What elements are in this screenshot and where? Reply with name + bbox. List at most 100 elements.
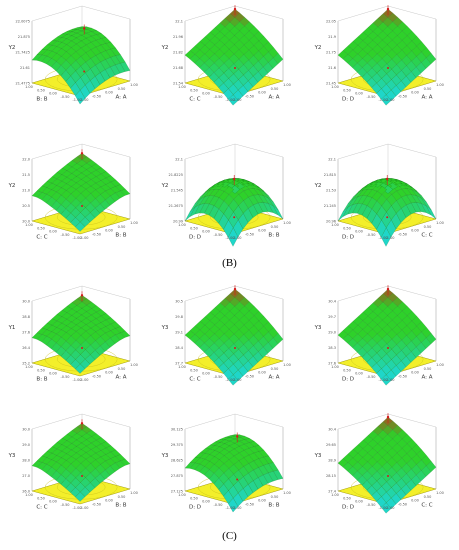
z-tick-label: 20.5 <box>22 204 30 208</box>
y-axis-label: C: C <box>421 503 432 509</box>
y-tick-label: -1.00 <box>79 236 88 240</box>
z-tick-label: 21.45 <box>326 82 336 86</box>
optimum-point <box>236 435 239 438</box>
y-axis-label: A: A <box>115 375 126 381</box>
y-tick-label: 1.00 <box>283 221 291 225</box>
z-tick-label: 30.125 <box>171 428 183 432</box>
surface-plot-4-svg: 22.021.521.020.520.0-1.00-1.00-0.50 -0.50… <box>8 143 138 241</box>
x-tick-label: 0.50 <box>190 226 198 230</box>
z-tick-label: 28.9 <box>328 459 336 463</box>
surface-cell <box>337 50 348 60</box>
optimum-point <box>80 152 84 155</box>
y-tick-label: 0.50 <box>118 225 126 229</box>
z-tick-label: 20.96 <box>326 220 336 224</box>
surface-plot-10-svg: 30.029.028.027.026.0-1.00-1.00-0.50 -0.50… <box>8 413 138 511</box>
surface-cell <box>337 330 348 340</box>
z-tick-label: 21.7425 <box>16 51 30 55</box>
z-tick-label: 30.0 <box>22 428 30 432</box>
y-tick-label: 0.00 <box>258 91 266 95</box>
y-tick-label: -0.50 <box>398 94 407 98</box>
y-tick-label: 0.50 <box>424 87 432 91</box>
x-tick-label: 0.00 <box>49 92 57 96</box>
z-tick-label: 30.0 <box>22 300 30 304</box>
x-axis-label: C: C <box>36 235 47 241</box>
surface-cell <box>184 462 196 469</box>
y-tick-label: 1.00 <box>130 83 138 87</box>
y-axis-label: B: B <box>268 503 279 509</box>
x-axis-label: D: D <box>342 505 354 511</box>
z-tick-label: 21.53 <box>326 189 336 193</box>
surface-plot-2-svg: 22.121.9621.8221.6821.54-1.00-1.00-0.50-… <box>161 5 291 106</box>
x-tick-label: 1.00 <box>25 493 33 497</box>
z-tick-label: 28.4 <box>175 346 184 350</box>
y-tick-label: 1.00 <box>130 363 138 367</box>
top-frame <box>184 143 284 160</box>
optimum-base-point <box>234 67 236 69</box>
x-tick-label: -1.00 <box>378 378 387 382</box>
y-tick-label: -1.00 <box>79 506 88 510</box>
surface-plot-9: 30.4 29.7 29.0 28.3 27.6 -1.00 -1.00 -0.50 -0.50… <box>306 280 459 390</box>
z-tick-label: 29.0 <box>22 443 30 447</box>
y-tick-label: -1.00 <box>232 98 241 102</box>
y-tick-label: 1.00 <box>283 363 291 367</box>
z-tick-label: 29.65 <box>326 443 336 447</box>
x-tick-label: 1.00 <box>178 223 186 227</box>
optimum-point <box>233 177 236 181</box>
z-tick-label: 21.245 <box>324 204 336 208</box>
x-tick-label: 0.00 <box>49 372 57 376</box>
surface-cell <box>31 54 43 61</box>
z-tick-label: 21.545 <box>171 189 183 193</box>
z-tick-label: 27.6 <box>328 362 336 366</box>
x-tick-label: 0.50 <box>190 88 198 92</box>
y-tick-label: -0.50 <box>92 94 101 98</box>
z-axis-label: Y2 <box>8 183 16 189</box>
surface-plot-9-svg: 30.429.729.028.327.6-1.00-1.00-0.50 -0.50… <box>314 285 444 386</box>
optimum-base-point <box>386 216 389 219</box>
z-tick-label: 30.4 <box>328 428 337 432</box>
y-tick-label: 1.00 <box>283 83 291 87</box>
y-tick-label: 0.50 <box>118 367 126 371</box>
z-tick-label: 22.05 <box>326 20 336 24</box>
y-axis-label: B: B <box>268 233 279 239</box>
x-axis-label: D: D <box>189 505 201 511</box>
z-tick-label: 28.8 <box>22 315 30 319</box>
surface-plot-3: 22.05 21.9 21.75 21.6 21.45 -1.00 -1.00 -0.50 -0… <box>306 0 459 110</box>
x-tick-label: -0.50 <box>213 375 222 379</box>
optimum-base-point <box>81 475 83 477</box>
y-tick-label: -1.00 <box>232 378 241 382</box>
y-tick-label: 0.00 <box>105 371 113 375</box>
x-tick-label: 0.50 <box>37 496 45 500</box>
z-tick-label: 21.5 <box>22 173 30 177</box>
x-tick-label: -1.00 <box>225 236 234 240</box>
x-tick-label: -1.00 <box>378 506 387 510</box>
z-axis-label: Y2 <box>314 183 322 189</box>
optimum-base-point <box>387 347 389 349</box>
y-tick-label: 0.00 <box>258 371 266 375</box>
z-axis-label: Y3 <box>314 325 322 331</box>
optimum-point <box>83 27 86 30</box>
z-tick-label: 26.0 <box>22 490 30 494</box>
y-tick-label: 0.00 <box>411 229 419 233</box>
x-tick-label: 1.00 <box>178 493 186 497</box>
z-tick-label: 29.8 <box>175 315 183 319</box>
z-tick-label: 25.2 <box>22 362 30 366</box>
x-tick-label: 1.00 <box>25 223 33 227</box>
surface-plot-7-svg: 30.028.827.626.425.2-1.00-1.00-0.50 -0.50… <box>8 285 138 383</box>
surface-plot-1-svg: 22.0075 21.875 21.7425 21.61 21.4775 -1.00-1.… <box>8 5 138 105</box>
y-tick-label: -0.50 <box>398 502 407 506</box>
y-tick-label: 1.00 <box>283 491 291 495</box>
z-tick-label: 21.9 <box>328 35 336 39</box>
surface-cell <box>31 332 43 340</box>
x-tick-label: 1.00 <box>331 223 339 227</box>
x-tick-label: -1.00 <box>72 98 81 102</box>
z-tick-label: 20.99 <box>173 220 183 224</box>
x-tick-label: 0.00 <box>202 230 210 234</box>
optimum-base-point <box>387 67 389 69</box>
z-tick-label: 21.2675 <box>169 204 183 208</box>
z-tick-label: 29.7 <box>328 315 336 319</box>
x-tick-label: -0.50 <box>366 503 375 507</box>
z-axis-label: Y3 <box>161 453 169 459</box>
z-tick-label: 27.4 <box>328 490 337 494</box>
z-tick-label: 21.96 <box>173 35 183 39</box>
x-tick-label: 0.50 <box>190 368 198 372</box>
